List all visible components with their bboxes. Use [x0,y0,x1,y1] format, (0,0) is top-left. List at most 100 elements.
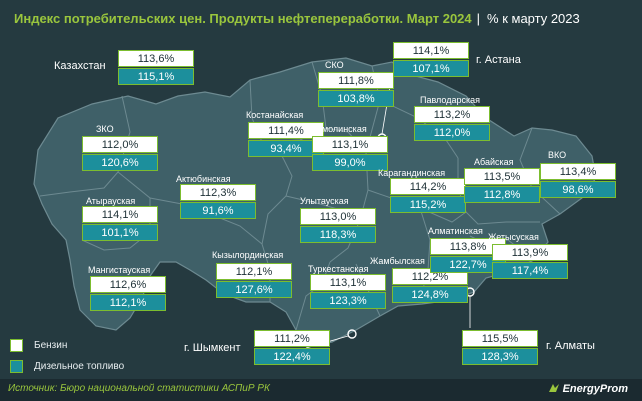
shymkent-marker-icon [347,329,357,339]
benzin-value: 113,9% [492,244,568,261]
kazakhstan-label: Казахстан [54,60,106,72]
region-label-abay: Абайская [474,157,514,167]
diesel-value: 91,6% [180,202,256,219]
diesel-value: 127,6% [216,281,292,298]
benzin-value: 113,1% [312,136,388,153]
brand-logo: EnergyProm [548,383,628,395]
region-label-ulytau: Улытауская [300,196,349,206]
diesel-value: 117,4% [492,262,568,279]
benzin-value: 111,8% [318,72,394,89]
pavlodar-value-box: 113,2% 112,0% [414,106,490,141]
diesel-value: 101,1% [82,224,158,241]
border-line [419,207,431,301]
energyprom-logo-icon [548,384,559,392]
brand-name: EnergyProm [562,383,628,395]
akmola-value-box: 113,1% 99,0% [312,136,388,171]
title-separator: | [476,11,481,26]
benzin-swatch [10,338,23,352]
legend-item-diesel: Дизельное топливо [10,357,124,375]
benzin-value: 115,5% [462,330,538,347]
diesel-value: 122,7% [430,256,506,273]
footer: Источник: Бюро национальной статистики А… [0,379,642,401]
region-label-atyrau: Атырауская [86,196,136,206]
benzin-value: 113,6% [118,50,194,67]
benzin-value: 112,1% [216,263,292,280]
astana-value-box: 114,1% 107,1% [393,42,469,77]
aktobe-value-box: 112,3% 91,6% [180,184,256,219]
benzin-value: 112,6% [90,276,166,293]
border-line [39,95,131,197]
diesel-value: 118,3% [300,226,376,243]
page-title: Индекс потребительских цен. Продукты неф… [14,11,580,26]
kyzylorda-value-box: 112,1% 127,6% [216,263,292,298]
benzin-value: 112,0% [82,136,158,153]
region-label-zhetysu: Жетысуская [488,232,539,242]
benzin-value: 114,1% [393,42,469,59]
kazakhstan-value-box: 113,6% 115,1% [118,50,194,85]
shymkent-value-box: 111,2% 122,4% [254,330,330,365]
benzin-value: 113,1% [310,274,386,291]
region-label-turkestan: Туркестанская [308,264,369,274]
legend: Бензин Дизельное топливо [10,336,124,378]
zko-value-box: 112,0% 120,6% [82,136,158,171]
diesel-value: 112,1% [90,294,166,311]
diesel-swatch [10,359,23,373]
diesel-value: 123,3% [310,292,386,309]
region-label-zhambyl: Жамбылская [370,256,425,266]
diesel-value: 99,0% [312,154,388,171]
almaty-obl-value-box: 113,8% 122,7% [430,238,506,273]
benzin-value: 111,4% [248,122,324,139]
legend-label-benzin: Бензин [34,339,68,351]
region-label-kostanay: Костанайская [246,110,304,120]
region-label-vko: ВКО [548,150,567,160]
region-label-karaganda: Карагандинская [378,168,446,178]
source-note: Источник: Бюро национальной статистики А… [8,383,270,394]
region-label-sko: СКО [325,60,344,70]
title-subtitle: % к марту 2023 [487,11,580,26]
benzin-value: 114,1% [82,206,158,223]
region-label-kyzylorda: Кызылординская [212,250,284,260]
diesel-value: 98,6% [540,181,616,198]
benzin-value: 112,3% [180,184,256,201]
zhetysu-value-box: 113,9% 117,4% [492,244,568,279]
kostanay-value-box: 111,4% 93,4% [248,122,324,157]
abay-value-box: 113,5% 112,8% [464,168,540,203]
atyrau-value-box: 114,1% 101,1% [82,206,158,241]
diesel-value: 124,8% [392,286,468,303]
benzin-value: 113,0% [300,208,376,225]
diesel-value: 103,8% [318,90,394,107]
benzin-value: 111,2% [254,330,330,347]
region-label-pavlodar: Павлодарская [420,95,480,105]
ulytau-value-box: 113,0% 118,3% [300,208,376,243]
region-label-mangistau: Мангистауская [88,265,151,275]
benzin-value: 113,5% [464,168,540,185]
diesel-value: 115,1% [118,68,194,85]
legend-item-benzin: Бензин [10,336,124,354]
diesel-value: 112,8% [464,186,540,203]
diesel-value: 115,2% [390,196,466,213]
diesel-value: 122,4% [254,348,330,365]
turkestan-value-box: 113,1% 123,3% [310,274,386,309]
benzin-value: 113,2% [414,106,490,123]
region-label-astana: г. Астана [476,54,521,66]
benzin-value: 113,4% [540,163,616,180]
legend-label-diesel: Дизельное топливо [34,360,125,372]
diesel-value: 128,3% [462,348,538,365]
region-label-zko: ЗКО [96,124,114,134]
region-label-almaty: г. Алматы [546,340,595,352]
diesel-value: 112,0% [414,124,490,141]
title-text: Индекс потребительских цен. Продукты неф… [14,11,472,26]
sko-value-box: 111,8% 103,8% [318,72,394,107]
benzin-value: 113,8% [430,238,506,255]
karaganda-value-box: 114,2% 115,2% [390,178,466,213]
vko-value-box: 113,4% 98,6% [540,163,616,198]
diesel-value: 93,4% [248,140,324,157]
benzin-value: 114,2% [390,178,466,195]
region-label-akmola: Акмолинская [312,124,367,134]
almaty-value-box: 115,5% 128,3% [462,330,538,365]
region-label-shymkent: г. Шымкент [184,342,241,354]
region-label-aktobe: Актюбинская [176,174,231,184]
region-label-almaty-obl: Алматинская [428,226,483,236]
diesel-value: 107,1% [393,60,469,77]
